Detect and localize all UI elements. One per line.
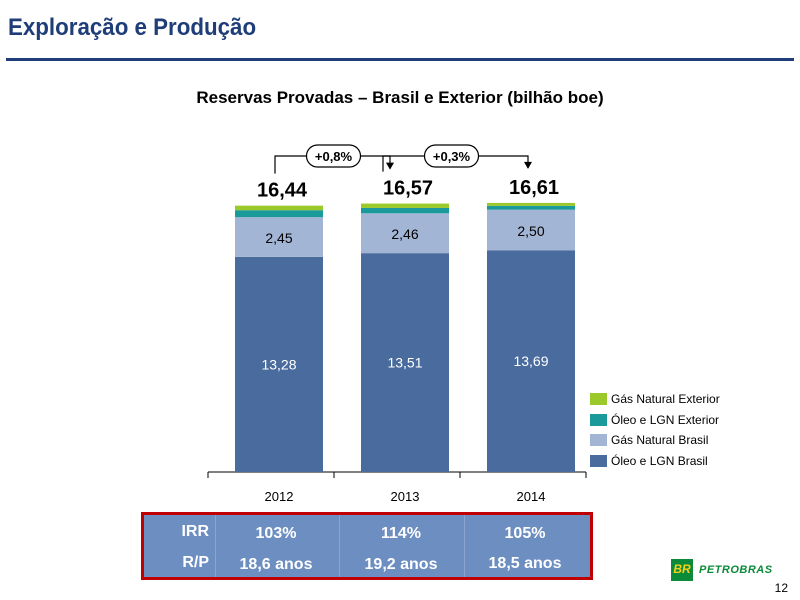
arrow-down-icon [524,161,532,169]
bar-segment-1-2014 [487,209,575,251]
chart-title: Reservas Provadas – Brasil e Exterior (b… [196,88,604,107]
legend-item-gas-brasil: Gás Natural Brasil [590,430,720,451]
bar-data-label: 13,69 [513,353,548,369]
title-divider [6,58,794,61]
growth-pill [305,144,362,168]
table-cell: 114% [380,525,422,542]
bar-segment-0-2012 [235,256,323,472]
table-cell: 105% [504,525,546,542]
logo-text: PETROBRAS [699,564,773,576]
bar-data-label: 13,51 [387,355,422,371]
bar-total-label: 16,57 [383,178,433,200]
bar-data-label: 13,28 [261,356,296,372]
legend-label: Gás Natural Exterior [611,392,720,407]
table-cell: 103% [255,525,297,542]
legend-item-oleo-exterior: Óleo e LGN Exterior [590,410,720,431]
bar-segment-2-2012 [235,210,323,218]
bar-segment-3-2013 [361,203,449,208]
chart-legend: Gás Natural Exterior Óleo e LGN Exterior… [590,389,720,471]
reserves-stats-table: IRR 103% 114% 105% R/P 18,6 anos 19,2 an… [141,512,593,580]
arrow-down-icon [386,162,394,170]
x-tick-label: 2012 [265,489,294,504]
bar-total-label: 16,44 [257,180,308,202]
table-divider [464,515,465,577]
bar-data-label: 2,50 [517,223,544,239]
bar-total-label: 16,61 [509,177,559,199]
bar-segment-3-2012 [235,205,323,211]
bar-segment-1-2012 [235,217,323,257]
bar-segment-3-2014 [487,202,575,206]
bar-segment-1-2013 [361,213,449,254]
table-cell: 19,2 anos [364,556,438,573]
growth-pill [423,144,480,168]
page-number: 12 [774,581,788,595]
table-divider [339,515,340,577]
legend-swatch [590,393,607,406]
legend-label: Gás Natural Brasil [611,433,709,448]
growth-label: +0,3% [433,149,471,164]
bar-segment-0-2014 [487,250,575,472]
bar-data-label: 2,45 [265,230,292,246]
table-cell: 18,6 anos [239,556,313,573]
x-tick-label: 2013 [391,489,420,504]
bar-segment-2-2014 [487,205,575,210]
legend-swatch [590,413,607,426]
x-tick-label: 2014 [517,489,546,504]
legend-swatch [590,454,607,467]
legend-label: Óleo e LGN Brasil [611,453,708,468]
br-logo-icon: BR [671,559,693,581]
table-divider [215,515,216,577]
page-title: Exploração e Produção [8,14,257,41]
petrobras-logo: BR PETROBRAS [671,559,773,581]
growth-label: +0,8% [315,149,353,164]
legend-item-oleo-brasil: Óleo e LGN Brasil [590,451,720,472]
bar-segment-2-2013 [361,207,449,214]
bar-data-label: 2,46 [391,226,418,242]
legend-swatch [590,434,607,447]
legend-label: Óleo e LGN Exterior [611,412,720,427]
row-label-rp: R/P [182,554,209,571]
legend-item-gas-exterior: Gás Natural Exterior [590,389,720,410]
row-label-irr: IRR [181,523,209,540]
bar-segment-0-2013 [361,253,449,472]
table-cell: 18,5 anos [488,555,562,572]
